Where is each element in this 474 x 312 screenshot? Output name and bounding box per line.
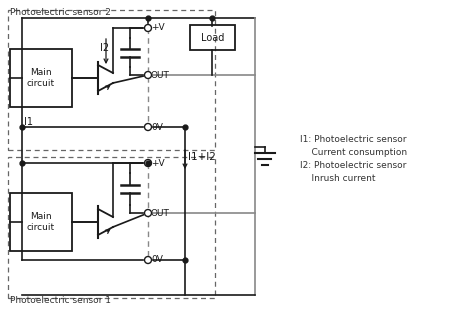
Text: OUT: OUT: [151, 71, 170, 80]
Text: Main
circuit: Main circuit: [27, 212, 55, 232]
Text: Photoelectric sensor 1: Photoelectric sensor 1: [10, 296, 111, 305]
Text: +V: +V: [151, 158, 164, 168]
Text: Current consumption: Current consumption: [300, 148, 407, 157]
Circle shape: [145, 25, 152, 32]
Text: 0V: 0V: [151, 123, 163, 131]
Text: I2: Photoelectric sensor: I2: Photoelectric sensor: [300, 161, 406, 170]
Text: Inrush current: Inrush current: [300, 174, 375, 183]
Circle shape: [145, 71, 152, 79]
Text: I1: Photoelectric sensor: I1: Photoelectric sensor: [300, 135, 407, 144]
Text: I2: I2: [100, 43, 109, 53]
Text: Main
circuit: Main circuit: [27, 68, 55, 88]
Text: OUT: OUT: [151, 208, 170, 217]
Text: I1+I2: I1+I2: [188, 152, 216, 162]
Text: I1: I1: [24, 117, 33, 127]
Text: Photoelectric sensor 2: Photoelectric sensor 2: [10, 8, 111, 17]
Circle shape: [145, 256, 152, 264]
Bar: [190, 25, 235, 50]
Bar: [10, 49, 72, 107]
Text: +V: +V: [151, 23, 164, 32]
Circle shape: [145, 159, 152, 167]
Text: 0V: 0V: [151, 256, 163, 265]
Bar: [10, 193, 72, 251]
Text: Load: Load: [201, 33, 224, 43]
Circle shape: [145, 209, 152, 217]
Circle shape: [145, 124, 152, 130]
